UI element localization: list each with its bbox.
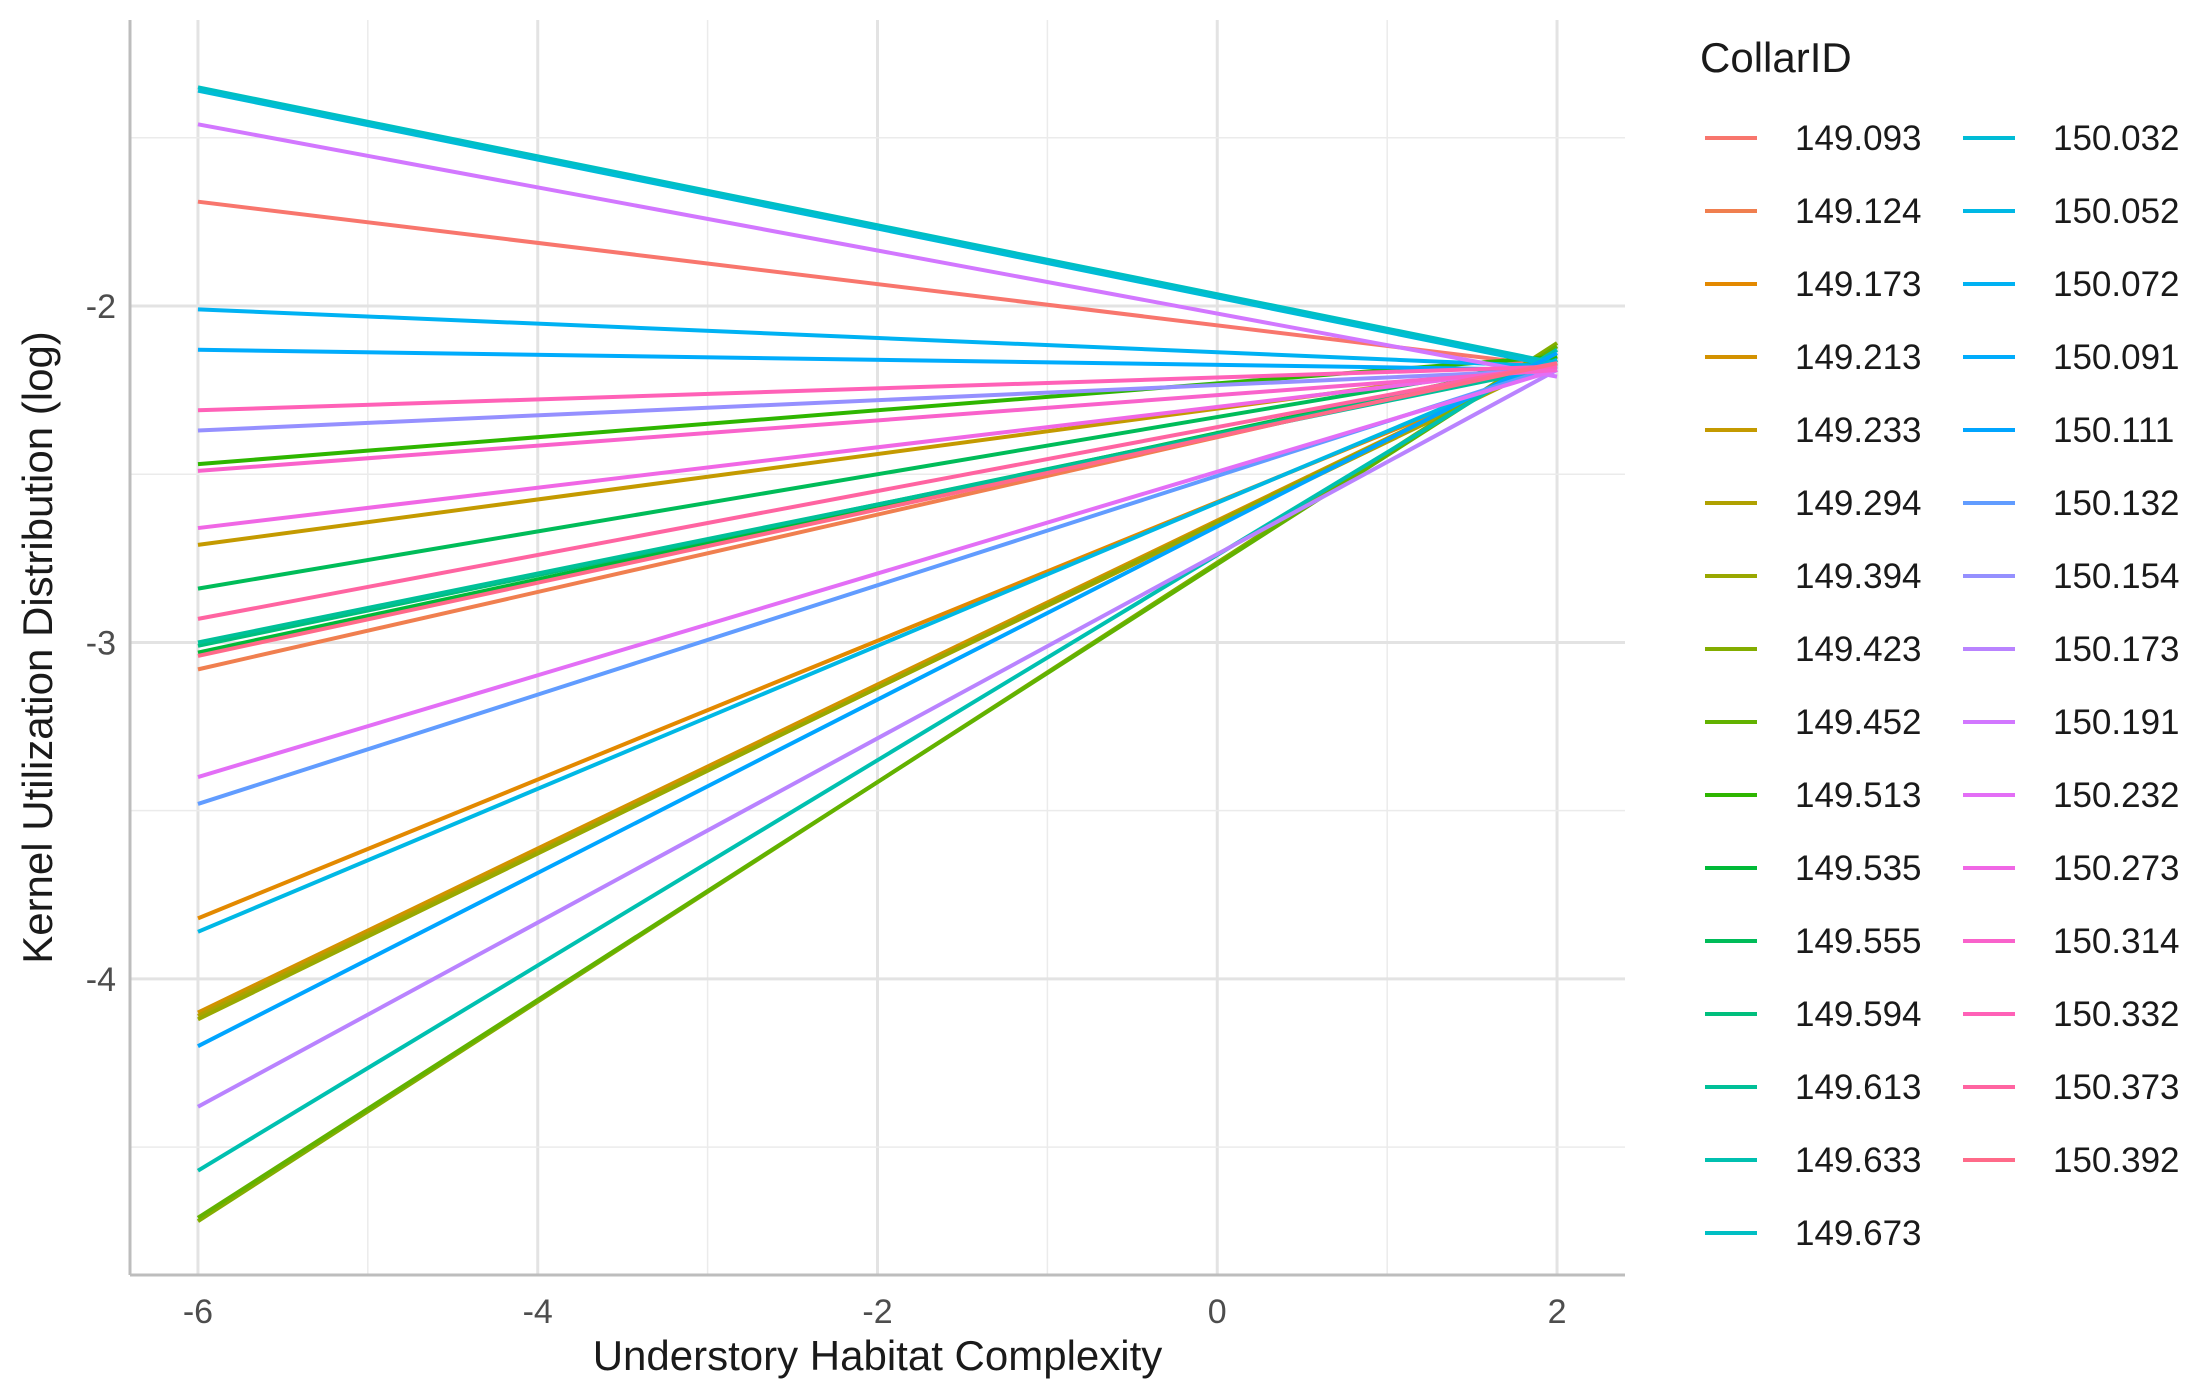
series-line-150.191	[197, 122, 1558, 379]
legend-label: 150.373	[2053, 1068, 2180, 1107]
axes	[128, 20, 1625, 1277]
x-tick-label: 0	[1208, 1293, 1227, 1331]
legend-label: 149.093	[1795, 119, 1922, 158]
legend-item: 150.132	[1963, 484, 2180, 523]
series-line-149.555	[197, 357, 1558, 591]
legend-item: 150.273	[1963, 849, 2180, 888]
tick-labels: -6 -4 -2 0 2 -2 -3 -4	[86, 288, 1567, 1331]
legend-item: 150.314	[1963, 922, 2180, 961]
legend-label: 150.314	[2053, 922, 2180, 961]
legend-item: 150.392	[1963, 1141, 2180, 1180]
legend-item: 149.594	[1705, 995, 1922, 1034]
legend-label: 149.535	[1795, 849, 1922, 888]
legend-label: 149.173	[1795, 265, 1922, 304]
y-axis-title: Kernel Utilization Distribution (log)	[14, 331, 61, 964]
legend-label: 149.594	[1795, 995, 1922, 1034]
legend-item: 149.423	[1705, 630, 1922, 669]
legend-item: 149.394	[1705, 557, 1922, 596]
legend-item: 150.091	[1963, 338, 2180, 377]
series-line-149.673	[197, 85, 1558, 366]
legend-label: 150.072	[2053, 265, 2180, 304]
legend-label: 149.423	[1795, 630, 1922, 669]
legend-label: 149.294	[1795, 484, 1922, 523]
legend-item: 149.124	[1705, 192, 1922, 231]
legend-item: 150.232	[1963, 776, 2180, 815]
legend-item: 150.332	[1963, 995, 2180, 1034]
legend-label: 149.613	[1795, 1068, 1922, 1107]
series-line-150.091	[197, 347, 1558, 372]
legend-label: 150.052	[2053, 192, 2180, 231]
legend-item: 149.093	[1705, 119, 1922, 158]
series-line-149.633	[196, 348, 1559, 1173]
legend-label: 150.392	[2053, 1141, 2180, 1180]
legend-label: 150.111	[2053, 411, 2174, 450]
legend-label: 150.273	[2053, 849, 2180, 888]
x-tick-label: -4	[523, 1293, 553, 1331]
legend-item: 150.191	[1963, 703, 2180, 742]
y-tick-label: -2	[86, 288, 116, 326]
series-line-150.052	[197, 357, 1558, 934]
legend-label: 149.513	[1795, 776, 1922, 815]
legend-item: 150.111	[1963, 411, 2174, 450]
x-tick-label: 2	[1548, 1293, 1567, 1331]
legend: CollarID 149.093 149.124 149.173 149.213 149…	[1700, 34, 2180, 1253]
series-line-150.111	[197, 351, 1558, 1048]
legend-item: 149.513	[1705, 776, 1922, 815]
legend-item: 149.673	[1705, 1214, 1922, 1253]
legend-label: 149.673	[1795, 1214, 1922, 1253]
legend-label: 150.173	[2053, 630, 2180, 669]
legend-label: 150.032	[2053, 119, 2180, 158]
legend-label: 150.232	[2053, 776, 2180, 815]
legend-item: 149.452	[1705, 703, 1922, 742]
series-line-150.173	[197, 368, 1558, 1109]
series-line-149.093	[197, 199, 1558, 369]
x-axis-title: Understory Habitat Complexity	[593, 1332, 1163, 1379]
legend-item: 149.613	[1705, 1068, 1922, 1107]
series-line-150.232	[197, 368, 1558, 779]
legend-item: 149.173	[1705, 265, 1922, 304]
legend-label: 150.191	[2053, 703, 2180, 742]
legend-label: 149.633	[1795, 1141, 1922, 1180]
legend-item: 150.173	[1963, 630, 2180, 669]
series-lines	[196, 85, 1559, 1223]
legend-label: 149.555	[1795, 922, 1922, 961]
series-line-150.373	[197, 361, 1558, 621]
legend-item: 150.154	[1963, 557, 2180, 596]
series-line-150.392	[197, 361, 1558, 658]
legend-label: 150.132	[2053, 484, 2180, 523]
legend-item: 149.535	[1705, 849, 1922, 888]
series-line-150.273	[197, 364, 1558, 531]
x-tick-label: -6	[183, 1293, 213, 1331]
legend-item: 149.555	[1705, 922, 1922, 961]
series-line-150.032	[197, 88, 1558, 369]
legend-item: 149.633	[1705, 1141, 1922, 1180]
legend-label: 149.213	[1795, 338, 1922, 377]
series-line-150.332	[197, 364, 1558, 413]
legend-label: 150.154	[2053, 557, 2180, 596]
legend-label: 150.091	[2053, 338, 2180, 377]
x-tick-label: -2	[862, 1293, 892, 1331]
legend-label: 149.394	[1795, 557, 1922, 596]
legend-item: 149.213	[1705, 338, 1922, 377]
legend-label: 149.124	[1795, 192, 1922, 231]
legend-item: 150.072	[1963, 265, 2180, 304]
y-tick-label: -3	[86, 624, 116, 662]
series-line-150.314	[197, 367, 1558, 473]
series-line-150.154	[197, 367, 1558, 433]
legend-title: CollarID	[1700, 34, 1852, 81]
legend-label: 150.332	[2053, 995, 2180, 1034]
y-tick-label: -4	[86, 961, 116, 999]
legend-item: 150.373	[1963, 1068, 2180, 1107]
grid	[130, 20, 1625, 1275]
legend-label: 149.233	[1795, 411, 1922, 450]
legend-item: 150.032	[1963, 119, 2180, 158]
legend-item: 150.052	[1963, 192, 2180, 231]
legend-item: 149.233	[1705, 411, 1922, 450]
legend-label: 149.452	[1795, 703, 1922, 742]
legend-item: 149.294	[1705, 484, 1922, 523]
series-line-150.072	[197, 307, 1558, 369]
